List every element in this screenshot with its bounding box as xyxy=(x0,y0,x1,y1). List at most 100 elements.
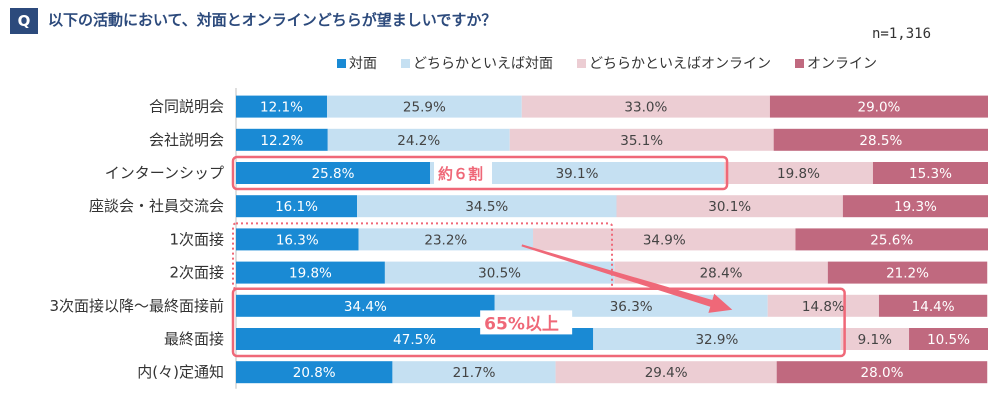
bar-segment xyxy=(236,228,359,251)
data-label: 23.2% xyxy=(424,232,467,248)
legend-swatch-face xyxy=(337,58,346,68)
sample-size: n=1,316 xyxy=(872,26,932,42)
legend-item-face: 対面 xyxy=(337,53,377,73)
annotation-over-65-bg xyxy=(480,310,573,335)
data-label: 47.5% xyxy=(393,332,436,348)
category-label: 内(々)定通知 xyxy=(137,363,224,381)
legend: 対面 どちらかといえば対面 どちらかといえばオンライン オンライン xyxy=(337,53,877,73)
data-label: 33.0% xyxy=(624,100,667,116)
data-label: 28.4% xyxy=(700,266,743,282)
highlight-box-early-interviews xyxy=(232,222,613,290)
data-label: 34.5% xyxy=(465,199,508,215)
data-label: 32.9% xyxy=(695,332,738,348)
bar-segment xyxy=(357,195,617,218)
bar-segment xyxy=(909,328,988,350)
annotation-approx-six-bg xyxy=(434,162,493,184)
bar-segment xyxy=(878,294,988,317)
bar-segment xyxy=(509,128,774,151)
data-label: 24.2% xyxy=(397,133,440,149)
bar-segment xyxy=(327,128,510,151)
data-label: 15.3% xyxy=(909,166,952,182)
legend-label-online: オンライン xyxy=(807,56,877,72)
bar-segment xyxy=(769,95,988,118)
bar-segment xyxy=(236,294,495,317)
category-label: 合同説明会 xyxy=(149,98,224,116)
bar-segment xyxy=(384,261,615,284)
bar-segment xyxy=(236,162,431,184)
bar-segment xyxy=(236,195,358,218)
bar-segment xyxy=(593,328,841,350)
data-label: 39.1% xyxy=(556,166,599,182)
data-label: 28.0% xyxy=(861,365,904,381)
data-label: 16.3% xyxy=(276,232,319,248)
data-label: 30.1% xyxy=(708,199,751,215)
bar-segment xyxy=(842,195,988,218)
data-label: 21.7% xyxy=(453,365,496,381)
bar-segment xyxy=(616,195,843,218)
data-label: 12.1% xyxy=(260,100,303,116)
bar-segment xyxy=(236,261,385,284)
question-title: 以下の活動において、対面とオンラインどちらが望ましいですか？ xyxy=(48,11,497,29)
data-label: 34.4% xyxy=(344,299,387,315)
data-label: 34.9% xyxy=(643,232,686,248)
legend-item-online: オンライン xyxy=(795,53,877,73)
bar-segment xyxy=(795,228,988,251)
category-label: 最終面接 xyxy=(164,330,224,348)
bar-segment xyxy=(236,361,393,384)
category-label: 3次面接以降～最終面接前 xyxy=(49,297,224,315)
category-label: 2次面接 xyxy=(169,264,224,282)
data-label: 29.4% xyxy=(645,365,688,381)
data-label: 36.3% xyxy=(610,299,653,315)
bar-segment xyxy=(773,128,988,151)
bar-segment xyxy=(840,328,910,350)
bar-segment xyxy=(767,294,879,317)
data-label: 29.0% xyxy=(858,100,901,116)
bar-segment xyxy=(533,228,796,251)
data-label: 19.8% xyxy=(289,266,332,282)
data-label: 28.5% xyxy=(859,133,902,149)
data-label: 19.3% xyxy=(894,199,937,215)
legend-label-rather-face: どちらかといえば対面 xyxy=(413,56,553,72)
data-label: 9.1% xyxy=(858,332,892,348)
category-label: 1次面接 xyxy=(169,230,224,248)
data-label: 14.4% xyxy=(912,299,955,315)
data-label: 20.8% xyxy=(293,365,336,381)
highlight-box-final-interviews xyxy=(231,287,846,358)
bar-segment xyxy=(521,95,770,118)
bar-segment xyxy=(555,361,777,384)
data-label: 30.5% xyxy=(478,266,521,282)
data-label: 25.9% xyxy=(403,100,446,116)
data-label: 35.1% xyxy=(620,133,663,149)
legend-swatch-online xyxy=(795,58,804,68)
legend-label-rather-online: どちらかといえばオンライン xyxy=(589,56,771,72)
category-label: インターンシップ xyxy=(105,164,224,182)
data-label: 14.8% xyxy=(802,299,845,315)
data-label: 12.2% xyxy=(260,133,303,149)
category-label: 会社説明会 xyxy=(149,131,224,149)
bar-segment xyxy=(776,361,988,384)
legend-swatch-rather-face xyxy=(401,58,410,68)
data-label: 16.1% xyxy=(275,199,318,215)
bar-segment xyxy=(827,261,988,284)
annotation-approx-six: 約６割 xyxy=(438,165,483,183)
highlight-box-internship xyxy=(231,155,729,191)
bar-segment xyxy=(236,128,328,151)
question-badge: Q xyxy=(10,8,38,34)
legend-item-rather-online: どちらかといえばオンライン xyxy=(577,53,771,73)
legend-swatch-rather-online xyxy=(577,58,586,68)
bar-segment xyxy=(724,162,873,184)
legend-label-face: 対面 xyxy=(349,56,377,72)
trend-arrow xyxy=(521,244,733,313)
bar-segment xyxy=(358,228,534,251)
data-label: 10.5% xyxy=(927,332,970,348)
data-label: 19.8% xyxy=(777,166,820,182)
bar-segment xyxy=(614,261,828,284)
bar-segment xyxy=(430,162,725,184)
annotation-over-65: 65%以上 xyxy=(484,314,559,334)
data-label: 25.8% xyxy=(312,166,355,182)
bar-segment xyxy=(392,361,556,384)
data-label: 25.6% xyxy=(870,232,913,248)
data-label: 21.2% xyxy=(886,266,929,282)
bar-segment xyxy=(236,95,327,118)
